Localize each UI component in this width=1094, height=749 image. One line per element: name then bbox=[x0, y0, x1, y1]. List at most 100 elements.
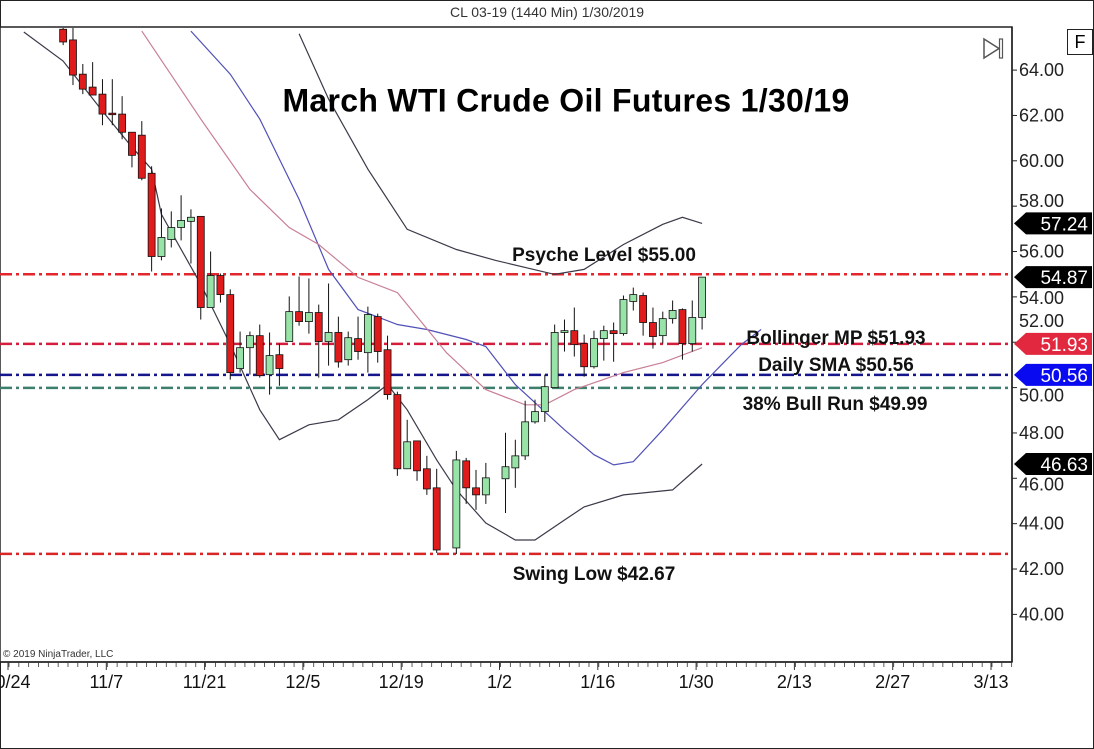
candle[interactable] bbox=[550, 324, 559, 388]
candle[interactable] bbox=[531, 399, 539, 424]
candle[interactable] bbox=[481, 462, 490, 504]
candle[interactable] bbox=[167, 211, 176, 248]
candle[interactable] bbox=[560, 319, 569, 352]
candle-body-down bbox=[383, 349, 392, 396]
price-tick-label: 40.00 bbox=[1019, 604, 1064, 624]
candle[interactable] bbox=[599, 325, 608, 361]
candle[interactable] bbox=[304, 278, 313, 334]
candle[interactable] bbox=[422, 455, 431, 495]
candle[interactable] bbox=[78, 63, 87, 95]
candle-body-down bbox=[609, 330, 618, 335]
candle[interactable] bbox=[413, 440, 421, 481]
candle[interactable] bbox=[314, 304, 323, 378]
candle-body-up bbox=[550, 332, 559, 388]
candle[interactable] bbox=[639, 292, 648, 336]
candle[interactable] bbox=[403, 419, 412, 470]
candle[interactable] bbox=[393, 391, 402, 476]
candle[interactable] bbox=[226, 289, 235, 380]
candle-body-down bbox=[649, 322, 657, 337]
candle[interactable] bbox=[590, 330, 598, 369]
candle-body-down bbox=[422, 468, 431, 490]
candle[interactable] bbox=[98, 79, 107, 126]
candle[interactable] bbox=[216, 273, 225, 303]
candle[interactable] bbox=[246, 331, 254, 375]
candle[interactable] bbox=[187, 209, 195, 264]
candle-body-up bbox=[187, 216, 195, 222]
candle[interactable] bbox=[501, 432, 510, 514]
candle-body-up bbox=[658, 318, 667, 337]
date-tick-label: 3/13 bbox=[973, 672, 1008, 692]
candle[interactable] bbox=[334, 316, 343, 368]
candle[interactable] bbox=[344, 331, 353, 366]
candle[interactable] bbox=[69, 27, 77, 86]
price-tick-label: 58.00 bbox=[1019, 191, 1064, 211]
candle[interactable] bbox=[452, 450, 461, 555]
candle[interactable] bbox=[511, 439, 520, 488]
candle[interactable] bbox=[265, 332, 274, 395]
candle-body-down bbox=[432, 487, 441, 551]
price-flag-shape bbox=[1014, 212, 1092, 235]
candle[interactable] bbox=[609, 322, 618, 362]
candle-body-down bbox=[462, 460, 471, 489]
candle[interactable] bbox=[147, 166, 156, 272]
candle[interactable] bbox=[462, 457, 471, 504]
candle-body-up bbox=[619, 299, 628, 335]
date-tick-label: 2/13 bbox=[777, 672, 812, 692]
candle-body-down bbox=[639, 295, 648, 323]
price-flag-label: 46.63 bbox=[1040, 455, 1088, 476]
candle-body-down bbox=[128, 131, 136, 156]
candle[interactable] bbox=[88, 62, 97, 96]
candle[interactable] bbox=[688, 300, 697, 352]
candle[interactable] bbox=[118, 96, 127, 140]
candles bbox=[59, 25, 706, 555]
candle[interactable] bbox=[472, 469, 480, 510]
candle[interactable] bbox=[363, 306, 372, 373]
candle[interactable] bbox=[570, 307, 579, 357]
candle[interactable] bbox=[236, 331, 244, 373]
candle[interactable] bbox=[285, 296, 294, 342]
candle[interactable] bbox=[137, 121, 146, 181]
candle[interactable] bbox=[275, 343, 284, 386]
candle[interactable] bbox=[196, 215, 205, 320]
candle-body-up bbox=[501, 466, 510, 480]
candle[interactable] bbox=[540, 374, 549, 422]
level-label-sma: Daily SMA $50.56 bbox=[758, 355, 914, 376]
candle[interactable] bbox=[383, 335, 392, 400]
candle[interactable] bbox=[108, 79, 117, 126]
candle-body-down bbox=[108, 112, 117, 116]
candle-body-down bbox=[314, 312, 323, 342]
candle[interactable] bbox=[649, 307, 657, 349]
price-flag: 51.93 bbox=[1014, 332, 1092, 356]
candle[interactable] bbox=[157, 208, 166, 261]
scroll-to-end-icon[interactable] bbox=[983, 37, 1004, 60]
candle[interactable] bbox=[668, 300, 677, 324]
candle-body-up bbox=[531, 411, 539, 423]
candle-body-down bbox=[373, 316, 382, 352]
candle[interactable] bbox=[629, 287, 638, 311]
candle[interactable] bbox=[373, 313, 382, 363]
f-button[interactable]: F bbox=[1067, 29, 1093, 55]
candle[interactable] bbox=[255, 324, 264, 378]
candle-body-up bbox=[688, 317, 697, 344]
candle[interactable] bbox=[619, 295, 628, 336]
candle[interactable] bbox=[521, 400, 530, 460]
price-flag-label: 57.24 bbox=[1040, 214, 1088, 235]
candle[interactable] bbox=[580, 334, 589, 377]
candle[interactable] bbox=[177, 195, 186, 241]
candle[interactable] bbox=[678, 308, 687, 360]
price-flag: 46.63 bbox=[1014, 453, 1092, 476]
candle[interactable] bbox=[354, 316, 362, 360]
candle[interactable] bbox=[324, 283, 333, 366]
candle[interactable] bbox=[128, 131, 136, 168]
candle-body-up bbox=[590, 338, 598, 368]
candle[interactable] bbox=[698, 276, 706, 330]
candle[interactable] bbox=[432, 468, 441, 553]
candle[interactable] bbox=[658, 311, 667, 344]
candle[interactable] bbox=[295, 276, 303, 326]
candle[interactable] bbox=[206, 251, 215, 308]
price-tick-label: 52.00 bbox=[1019, 311, 1064, 331]
price-tick-label: 60.00 bbox=[1019, 151, 1064, 171]
candle-body-up bbox=[599, 330, 608, 340]
candle[interactable] bbox=[59, 25, 68, 46]
